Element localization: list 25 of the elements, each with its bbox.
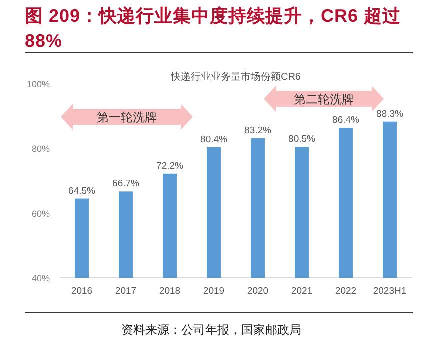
data-label: 80.5%: [288, 134, 316, 146]
x-tick-label: 2017: [115, 286, 137, 297]
annotation: 第二轮洗牌: [294, 92, 354, 106]
y-tick-label: 80%: [32, 144, 50, 154]
data-label: 86.4%: [332, 114, 360, 126]
data-label: 83.2%: [244, 125, 272, 136]
data-label: 64.5%: [68, 186, 96, 197]
x-tick-label: 2022: [335, 286, 357, 297]
x-tick-label: 2021: [291, 286, 313, 297]
text: 资料来源：公司年报，国家邮政局: [120, 322, 302, 339]
y-tick-label: 60%: [32, 208, 50, 219]
data-label: 88.3%: [376, 108, 404, 120]
y-tick-label: 40%: [32, 274, 50, 284]
x-tick-label: 2016: [71, 286, 93, 297]
x-tick-label: 2019: [203, 286, 225, 297]
data-label: 72.2%: [156, 160, 184, 172]
data-label: 80.4%: [200, 134, 228, 146]
x-tick-label: 2023H1: [373, 286, 407, 297]
chart-title: 图 209：快递行业集中度持续提升，CR6 超过 88%: [25, 5, 402, 53]
chart-subtitle: 快递行业业务量市场份额CR6: [170, 71, 302, 83]
x-tick-label: 2018: [159, 286, 181, 297]
data-label: 66.7%: [112, 178, 140, 190]
y-tick-label: 100%: [26, 80, 50, 90]
annotation: 第一轮洗牌: [97, 110, 157, 124]
x-tick-label: 2020: [247, 286, 269, 297]
